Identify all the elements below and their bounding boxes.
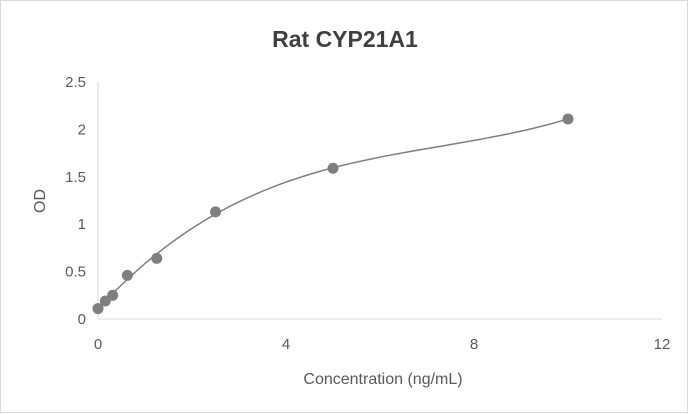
data-point: [92, 303, 104, 315]
chart-title: Rat CYP21A1: [272, 26, 418, 52]
data-point: [210, 206, 221, 218]
x-tick-label: 8: [470, 336, 478, 353]
data-point: [121, 269, 133, 281]
x-tick-label: 0: [94, 336, 102, 353]
data-point: [107, 289, 119, 301]
x-tick-label: 4: [282, 336, 290, 353]
data-point: [562, 113, 574, 125]
trendline: [97, 118, 569, 310]
x-axis-label: Concentration (ng/mL): [303, 371, 462, 388]
y-tick-label: 0: [78, 311, 86, 328]
y-tick-label: 0.5: [65, 264, 86, 281]
data-point: [151, 252, 163, 264]
y-tick-label: 1.5: [65, 169, 86, 186]
y-tick-label: 2.5: [65, 74, 86, 91]
y-tick-label: 2: [78, 121, 86, 138]
x-tick-label: 12: [654, 336, 671, 353]
data-point: [327, 162, 339, 174]
y-axis-label: OD: [32, 189, 49, 213]
y-tick-label: 1: [78, 216, 86, 233]
